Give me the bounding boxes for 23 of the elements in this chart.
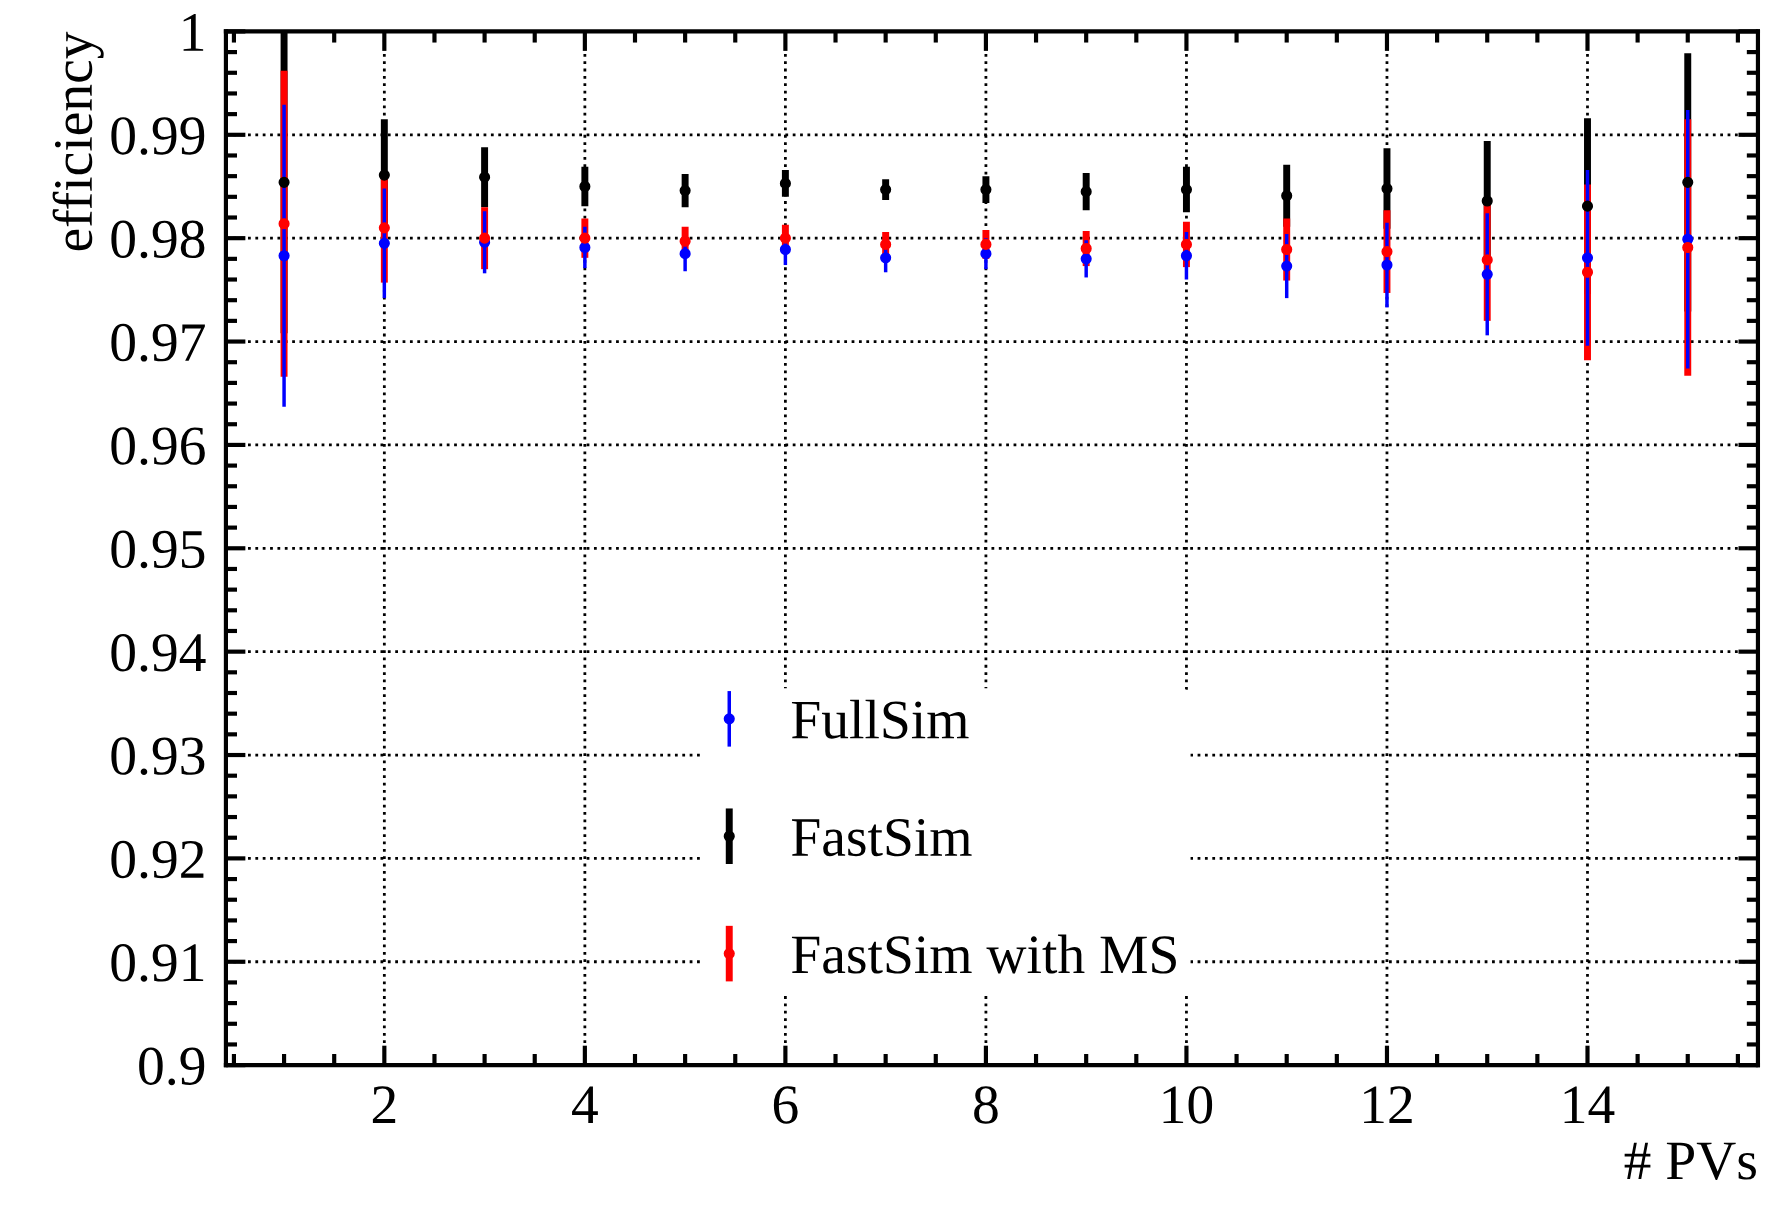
- y-tick-label: 0.97: [111, 323, 205, 362]
- x-tick-label: 10: [1163, 1086, 1213, 1124]
- x-tick-label: 6: [773, 1086, 798, 1124]
- x-tick-label: 4: [572, 1086, 598, 1124]
- legend-label: FastSim with MS: [791, 934, 1176, 974]
- y-axis-title: efficiency: [52, 31, 104, 251]
- y-tick-label: 0.95: [111, 530, 205, 569]
- legend-label: FullSim: [791, 699, 969, 739]
- x-tick-label: 14: [1564, 1086, 1615, 1124]
- y-tick-label: 0.92: [111, 840, 204, 879]
- y-tick-label: 0.9: [139, 1047, 205, 1086]
- y-tick-label: 0.96: [111, 427, 205, 465]
- y-tick-label: 0.98: [111, 220, 205, 259]
- y-tick-label: 0.94: [111, 633, 206, 672]
- x-tick-label: 2: [372, 1086, 396, 1124]
- legend-label: FastSim: [791, 818, 972, 857]
- y-tick-label: 1: [183, 14, 204, 51]
- x-tick-label: 8: [974, 1086, 998, 1124]
- y-tick-label: 0.99: [111, 117, 205, 155]
- x-axis-title: # PVs: [1624, 1142, 1756, 1180]
- x-tick-label: 12: [1364, 1086, 1412, 1124]
- y-tick-label: 0.91: [111, 944, 204, 982]
- y-tick-label: 0.93: [111, 737, 205, 776]
